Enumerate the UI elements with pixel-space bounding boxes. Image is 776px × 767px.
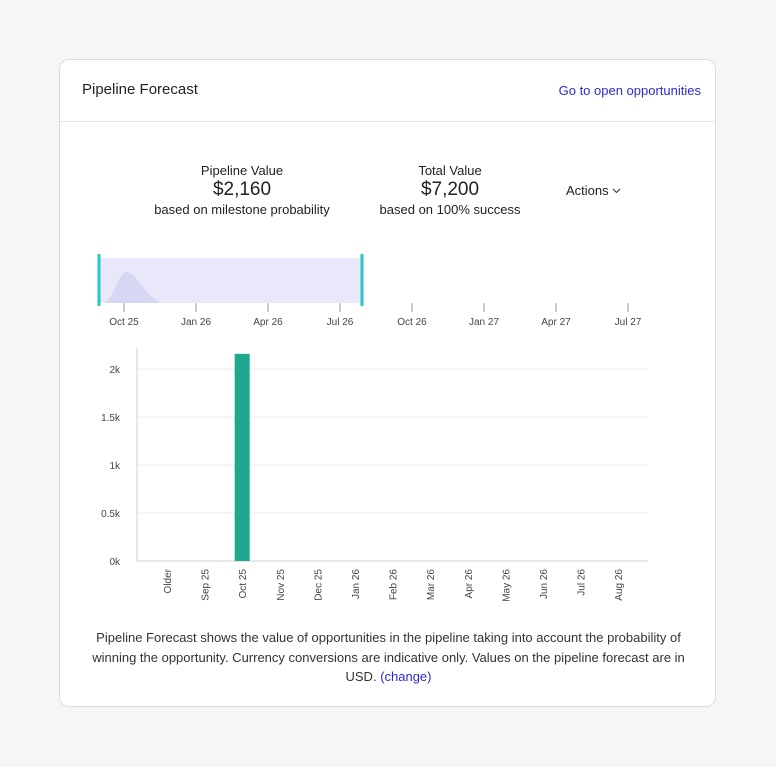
card-title: Pipeline Forecast [82, 81, 198, 98]
x-tick-label: Apr 26 [464, 569, 475, 599]
navigator-tick-label: Apr 26 [253, 317, 283, 328]
navigator-tick-label: Oct 26 [397, 317, 427, 328]
chevron-down-icon [612, 188, 621, 194]
pipeline-value-label: Pipeline Value [200, 163, 284, 178]
actions-dropdown[interactable]: Actions [566, 183, 621, 198]
y-tick-label: 0k [109, 557, 121, 568]
navigator-tick-label: Oct 25 [109, 317, 139, 328]
bar-oct-25[interactable] [234, 353, 250, 561]
x-tick-label: Feb 26 [389, 569, 400, 601]
navigator-tick-label: Jan 26 [181, 317, 211, 328]
forecast-charts: Oct 25 Jan 26 Apr 26 Jul 26 Oct 26 Jan 27 Apr … [97, 254, 648, 602]
x-tick-label: Jan 26 [351, 569, 362, 599]
x-tick-label: Jul 26 [577, 569, 588, 596]
x-tick-label: Jun 26 [539, 569, 550, 599]
pipeline-value-subtitle: based on milestone probability [154, 202, 330, 217]
x-tick-label: Mar 26 [426, 569, 437, 601]
total-value-label: Total Value [418, 163, 482, 178]
change-currency-link[interactable]: (change) [380, 669, 432, 684]
navigator-tick-label: Apr 27 [541, 317, 571, 328]
footnote: Pipeline Forecast shows the value of opp… [76, 628, 701, 687]
actions-label: Actions [566, 183, 609, 198]
card-header: Pipeline Forecast Go to open opportuniti… [60, 60, 715, 122]
open-opportunities-link[interactable]: Go to open opportunities [558, 83, 701, 98]
y-tick-label: 0.5k [101, 509, 121, 520]
x-tick-label: Aug 26 [614, 569, 625, 601]
navigator-tick-label: Jul 27 [615, 317, 642, 328]
y-tick-label: 1k [109, 461, 121, 472]
x-tick-label: May 26 [501, 569, 512, 602]
x-tick-label: Dec 25 [313, 569, 324, 601]
total-value-subtitle: based on 100% success [379, 202, 521, 217]
forecast-bar-chart: 0k 0.5k 1k 1.5k 2k Older Sep 25 Oct 25 Nov 25 Dec… [101, 348, 648, 602]
navigator-tick-label: Jul 26 [327, 317, 354, 328]
x-tick-label: Nov 25 [276, 569, 287, 601]
pipeline-forecast-card: Pipeline Forecast Go to open opportuniti… [59, 59, 716, 707]
navigator-area [105, 272, 160, 303]
pipeline-value-amount: $2,160 [212, 179, 272, 200]
y-tick-label: 2k [109, 365, 121, 376]
y-tick-label: 1.5k [101, 413, 121, 424]
x-tick-label: Oct 25 [238, 569, 249, 599]
pipeline-value-stat: Pipeline Value $2,160 based on milestone… [142, 163, 342, 217]
navigator-tick-label: Jan 27 [469, 317, 499, 328]
x-tick-label: Sep 25 [201, 569, 212, 601]
x-tick-label: Older [163, 568, 174, 593]
timeline-navigator[interactable]: Oct 25 Jan 26 Apr 26 Jul 26 Oct 26 Jan 27 Apr … [97, 254, 642, 328]
total-value-amount: $7,200 [420, 179, 480, 200]
total-value-stat: Total Value $7,200 based on 100% success [360, 163, 540, 217]
footnote-text: Pipeline Forecast shows the value of opp… [92, 630, 685, 684]
